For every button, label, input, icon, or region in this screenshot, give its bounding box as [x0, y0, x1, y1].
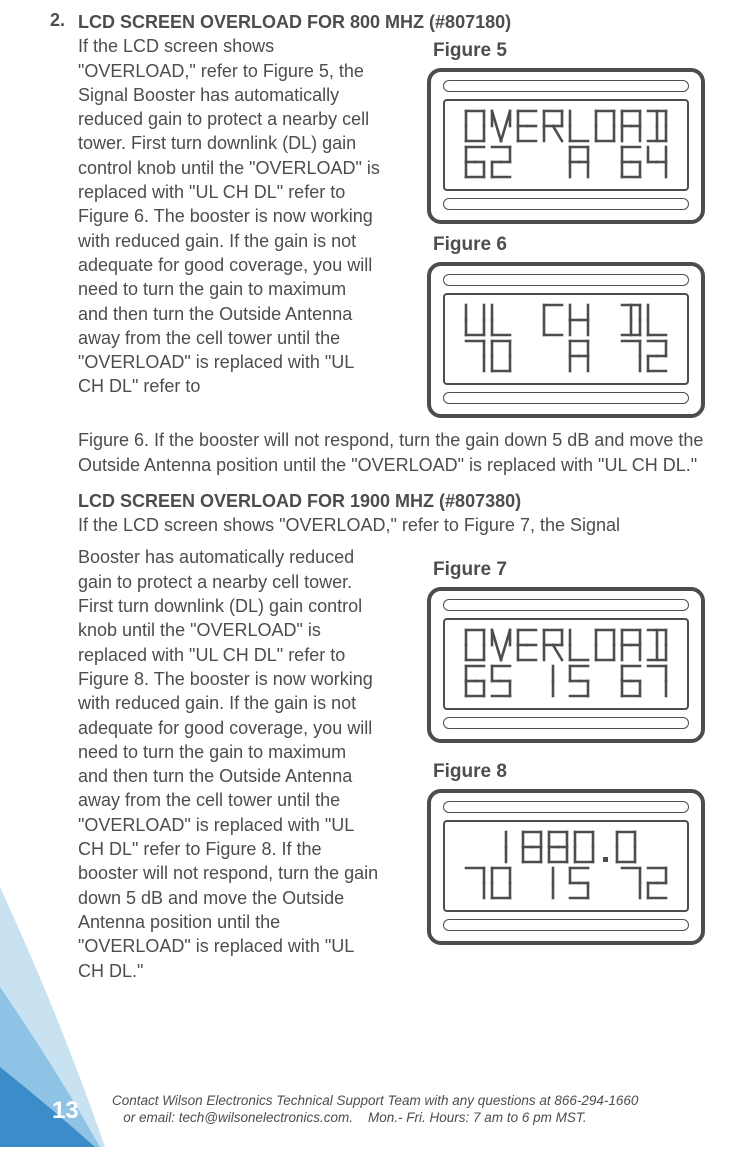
section1-id: (#807180) [424, 12, 511, 32]
section2-intro: If the LCD screen shows "OVERLOAD," refe… [78, 513, 727, 537]
figure6-label: Figure 6 [433, 234, 727, 256]
footer-line2: or email: tech@wilsonelectronics.com. Mo… [112, 1109, 638, 1127]
section1-heading: LCD SCREEN OVERLOAD FOR 800 MHZ [78, 12, 424, 32]
figure5-label: Figure 5 [433, 40, 727, 62]
section1-body-full: Figure 6. If the booster will not respon… [78, 428, 727, 477]
section1-body-left: If the LCD screen shows "OVERLOAD," refe… [78, 34, 380, 398]
figure7-lcd [427, 587, 705, 743]
figure8-lcd [427, 789, 705, 945]
section2-id: (#807380) [434, 491, 521, 511]
footer-line1: Contact Wilson Electronics Technical Sup… [112, 1092, 638, 1110]
figure6-lcd [427, 262, 705, 418]
figure7-label: Figure 7 [433, 559, 727, 581]
section2-heading: LCD SCREEN OVERLOAD FOR 1900 MHZ [78, 491, 434, 511]
figure8-label: Figure 8 [433, 761, 727, 783]
figure5-lcd [427, 68, 705, 224]
page-footer: 13 Contact Wilson Electronics Technical … [0, 1077, 745, 1147]
page-number: 13 [52, 1097, 79, 1125]
list-number: 2. [50, 10, 65, 31]
